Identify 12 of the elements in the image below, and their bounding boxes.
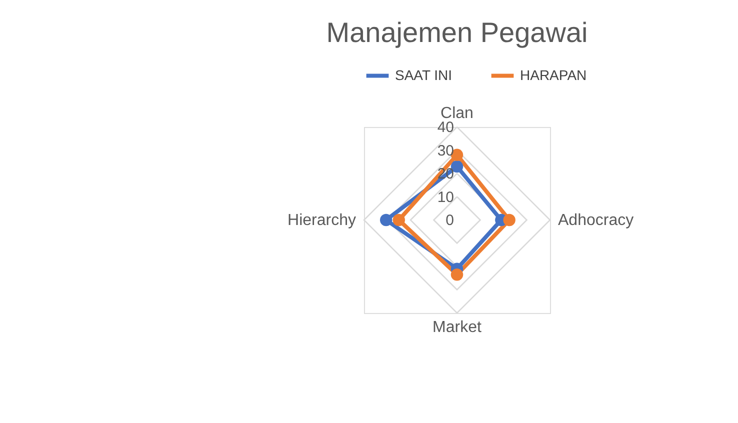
spoke-label: Hierarchy xyxy=(288,212,356,229)
chart-title: Manajemen Pegawai xyxy=(326,17,588,48)
legend-label: HARAPAN xyxy=(520,66,587,83)
spoke-label: Clan xyxy=(440,105,474,122)
y-tick-label: 40 xyxy=(437,119,454,136)
spoke-label: Market xyxy=(432,319,482,336)
y-tick-label: 30 xyxy=(437,142,454,160)
y-tick-label: 10 xyxy=(437,188,454,206)
y-tick-label: 20 xyxy=(437,166,454,182)
spoke-label: Adhocracy xyxy=(558,212,634,229)
legend-label: SAAT INI xyxy=(395,66,452,83)
y-tick-label: 0 xyxy=(446,212,454,229)
